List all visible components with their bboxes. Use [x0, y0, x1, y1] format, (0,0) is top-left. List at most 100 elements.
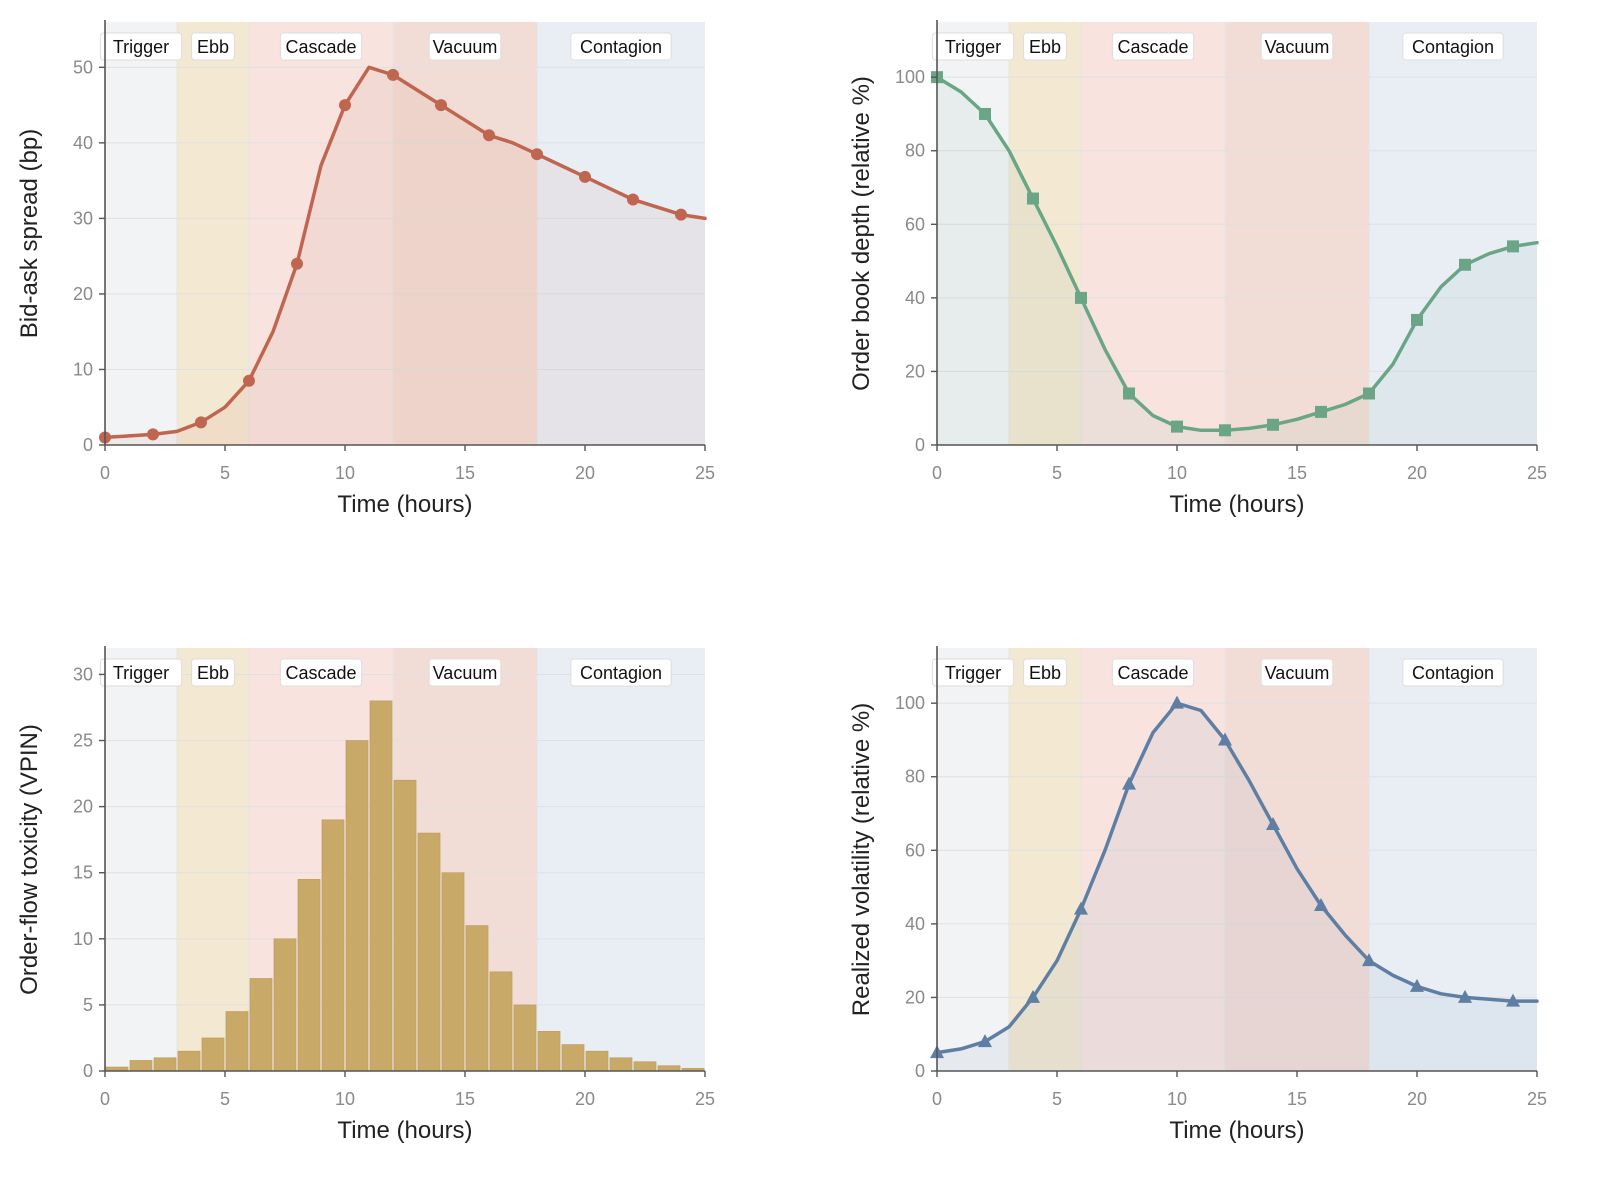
y-tick-label: 80	[905, 141, 925, 161]
phase-band	[537, 22, 705, 445]
phase-band	[177, 22, 249, 445]
phase-label: Trigger	[113, 37, 169, 57]
phase-band	[1009, 648, 1081, 1071]
y-tick-label: 10	[73, 929, 93, 949]
phase-label: Trigger	[113, 663, 169, 683]
phase-label: Vacuum	[1265, 663, 1330, 683]
phase-label: Trigger	[945, 37, 1001, 57]
data-point	[339, 99, 351, 112]
y-tick-label: 20	[73, 284, 93, 304]
x-tick-label: 0	[932, 1089, 942, 1109]
phase-band	[937, 648, 1009, 1071]
data-point	[1507, 240, 1519, 253]
bar	[249, 978, 273, 1072]
data-point	[1027, 192, 1039, 205]
phase-band	[105, 22, 177, 445]
phase-label-box	[1402, 32, 1504, 61]
y-tick-label: 10	[73, 359, 93, 379]
x-tick-label: 5	[1052, 463, 1062, 483]
chart-panel-spread: Trigger Ebb Cascade Vacuum Contagion 0 10 20 30 4…	[16, 20, 715, 518]
phase-label-box	[931, 32, 1015, 61]
phase-band	[1009, 22, 1081, 445]
bar	[585, 1050, 609, 1072]
series-area	[937, 703, 1537, 1071]
bar	[393, 779, 417, 1072]
phase-label-box	[1111, 658, 1195, 687]
y-axis-title: Realized volatility (relative %)	[848, 703, 875, 1016]
data-point	[387, 68, 399, 81]
phase-label: Ebb	[197, 37, 229, 57]
phase-band	[249, 648, 393, 1071]
data-point	[291, 257, 303, 270]
x-tick-label: 5	[220, 1089, 230, 1109]
data-point	[1315, 405, 1327, 418]
x-tick-label: 25	[1527, 1089, 1547, 1109]
y-tick-label: 0	[83, 1061, 93, 1081]
data-point	[1122, 776, 1136, 790]
phase-label: Ebb	[197, 663, 229, 683]
y-tick-label: 100	[895, 693, 925, 713]
y-axis-title: Bid-ask spread (bp)	[16, 129, 43, 338]
y-tick-label: 0	[915, 435, 925, 455]
data-point	[1170, 695, 1184, 709]
y-tick-label: 15	[73, 863, 93, 883]
y-tick-label: 50	[73, 57, 93, 77]
x-tick-label: 20	[575, 463, 595, 483]
bar	[417, 832, 441, 1072]
phase-band	[1081, 22, 1225, 445]
bar	[201, 1037, 225, 1072]
x-tick-label: 5	[1052, 1089, 1062, 1109]
x-tick-label: 10	[335, 1089, 355, 1109]
x-tick-label: 25	[695, 1089, 715, 1109]
series-line	[935, 701, 1539, 1055]
series-area	[105, 67, 705, 446]
phase-label: Contagion	[1412, 663, 1494, 683]
bar	[537, 1031, 561, 1072]
phase-label-box	[570, 32, 672, 61]
bar	[633, 1061, 657, 1072]
series-line	[935, 75, 1539, 433]
data-point	[1362, 953, 1376, 967]
bar	[273, 938, 297, 1072]
bar	[465, 925, 489, 1072]
y-tick-label: 5	[83, 995, 93, 1015]
phase-label: Contagion	[580, 663, 662, 683]
phase-band	[249, 22, 393, 445]
data-point	[1123, 387, 1135, 400]
x-tick-label: 10	[1167, 463, 1187, 483]
phase-label-box	[1260, 32, 1334, 61]
phase-label-box	[279, 32, 363, 61]
bar	[369, 700, 393, 1072]
y-tick-label: 20	[905, 987, 925, 1007]
bar	[177, 1050, 201, 1072]
phase-band	[1225, 22, 1369, 445]
y-tick-label: 0	[915, 1061, 925, 1081]
data-point	[978, 1034, 992, 1048]
data-point	[1314, 897, 1328, 911]
phase-band	[177, 648, 249, 1071]
x-tick-label: 20	[575, 1089, 595, 1109]
y-tick-label: 20	[73, 797, 93, 817]
phase-label-box	[191, 658, 235, 687]
data-point	[1506, 993, 1520, 1007]
phase-band	[1225, 648, 1369, 1071]
phase-label-box	[1402, 658, 1504, 687]
phase-label-box	[191, 32, 235, 61]
phase-label-box	[1111, 32, 1195, 61]
bar	[225, 1011, 249, 1072]
y-tick-label: 20	[905, 361, 925, 381]
bar	[345, 740, 369, 1072]
phase-label: Contagion	[1412, 37, 1494, 57]
phase-label-box	[428, 658, 502, 687]
data-point	[1074, 901, 1088, 915]
phase-label-box	[99, 32, 183, 61]
y-tick-label: 30	[73, 664, 93, 684]
phase-label: Cascade	[285, 663, 356, 683]
y-tick-label: 60	[905, 840, 925, 860]
y-axis-title: Order-flow toxicity (VPIN)	[16, 724, 43, 995]
chart-panel-vol: Trigger Ebb Cascade Vacuum Contagion 0 20 40 60 8…	[848, 646, 1547, 1144]
data-point	[483, 129, 495, 142]
phase-label: Trigger	[945, 663, 1001, 683]
data-point	[1219, 424, 1231, 437]
